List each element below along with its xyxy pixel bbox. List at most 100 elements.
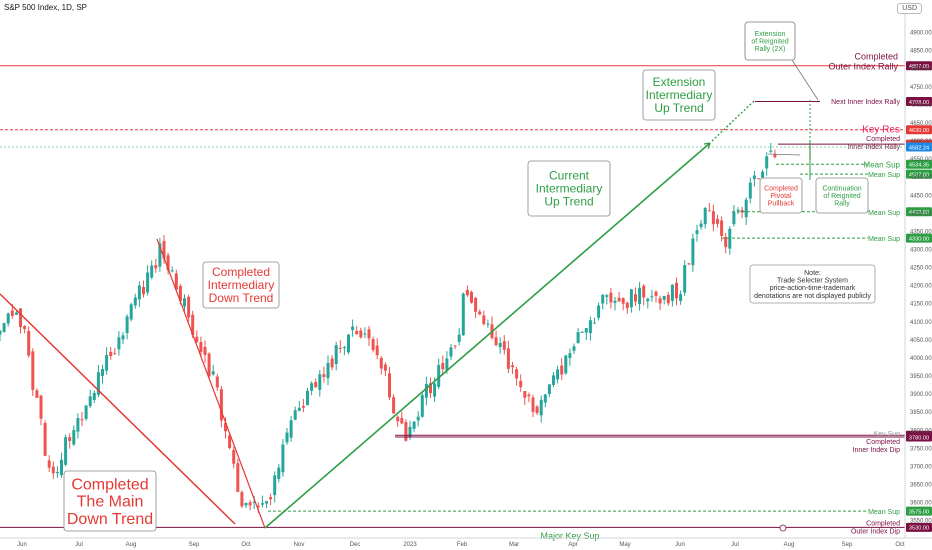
candle-body xyxy=(248,502,252,506)
y-tick-label: 4250.00 xyxy=(910,266,932,272)
annotation-text: Note: xyxy=(804,270,821,277)
candle-body xyxy=(539,399,543,416)
candle xyxy=(96,364,100,398)
candle-body xyxy=(219,389,223,421)
candle-body xyxy=(334,345,338,365)
candle xyxy=(121,331,125,344)
candle-body xyxy=(6,313,10,324)
candle xyxy=(64,434,68,467)
candle-body xyxy=(609,292,613,303)
level-label: Key Sup xyxy=(874,431,901,438)
candle xyxy=(187,294,191,322)
price-tag xyxy=(906,169,932,179)
candle xyxy=(658,295,662,311)
candle-body xyxy=(445,358,449,371)
candle-body xyxy=(121,335,125,340)
candle-body xyxy=(154,265,158,269)
candle-body xyxy=(761,171,765,178)
chart-title: S&P 500 Index, 1D, SP xyxy=(4,3,88,12)
annotation-text: denotations are not displayed publicly xyxy=(754,293,871,300)
candle-body xyxy=(580,331,584,333)
candle-body xyxy=(691,238,695,266)
current-uptrend-line xyxy=(264,142,711,529)
candle xyxy=(621,297,625,311)
candle-body xyxy=(482,315,486,325)
x-tick-label: Sep xyxy=(189,542,200,548)
annotation-text: Completed xyxy=(212,265,270,279)
candle-body xyxy=(256,505,260,507)
annotation-frame xyxy=(642,69,716,121)
annotation-frame xyxy=(815,177,869,214)
candle xyxy=(117,331,121,356)
price-tag xyxy=(906,96,932,106)
candle-body xyxy=(318,374,322,390)
candle xyxy=(14,310,18,316)
level-label: Next Inner Index Rally xyxy=(831,99,900,106)
candle xyxy=(158,237,162,272)
candle xyxy=(76,413,80,439)
y-tick-label: 4200.00 xyxy=(910,284,932,290)
candle xyxy=(498,337,502,354)
candle xyxy=(400,411,404,425)
y-tick-label: 4000.00 xyxy=(910,356,932,362)
candle xyxy=(576,328,580,344)
currency-button[interactable]: USD xyxy=(897,3,922,14)
y-tick-label: 4900.00 xyxy=(910,31,932,37)
candle xyxy=(572,343,576,354)
annotation-text: Major Key Sup xyxy=(540,531,599,541)
candle-body xyxy=(424,384,428,398)
candle-body xyxy=(769,150,773,152)
candle xyxy=(92,390,96,404)
candle-body xyxy=(703,208,707,225)
candle-body xyxy=(707,210,711,212)
candle-body xyxy=(281,444,285,473)
candle xyxy=(482,310,486,326)
candle xyxy=(109,346,113,360)
candle-body xyxy=(757,178,760,180)
candle-body xyxy=(183,298,186,307)
y-tick-label: 4100.00 xyxy=(910,320,932,326)
price-tag xyxy=(906,142,932,152)
candle xyxy=(2,322,6,333)
y-tick-label: 4800.00 xyxy=(910,67,932,73)
candle xyxy=(711,204,715,232)
candle xyxy=(396,415,400,427)
candle-body xyxy=(2,323,6,333)
candle xyxy=(474,296,478,319)
candle-body xyxy=(396,416,400,422)
y-tick-label: 3950.00 xyxy=(910,374,932,380)
annotation-text: Completed xyxy=(71,476,148,493)
candle xyxy=(6,312,10,327)
y-tick-label: 3850.00 xyxy=(910,410,932,416)
candle-body xyxy=(64,437,68,465)
candle-body xyxy=(289,420,293,438)
candle-body xyxy=(68,437,72,441)
candle-body xyxy=(728,228,732,249)
candle xyxy=(740,206,744,218)
candle xyxy=(424,376,428,406)
candle-body xyxy=(137,285,141,300)
candle xyxy=(166,252,170,275)
y-tick-label: 4350.00 xyxy=(910,229,932,235)
candle xyxy=(51,461,55,480)
candle-body xyxy=(773,153,777,158)
candle xyxy=(679,290,683,305)
candle-body xyxy=(416,416,420,421)
y-tick-label: 3700.00 xyxy=(910,464,932,470)
candle-body xyxy=(10,310,14,316)
extension-uptrend-line xyxy=(711,99,756,142)
candle xyxy=(334,341,338,371)
price-tag-label: 4330.00 xyxy=(909,236,929,242)
candle xyxy=(203,340,207,363)
candle-body xyxy=(457,334,461,342)
candle-body xyxy=(506,348,510,369)
level-label: Mean Sup xyxy=(868,509,900,516)
candle xyxy=(539,395,543,423)
candle-body xyxy=(736,209,740,211)
candle xyxy=(707,202,711,212)
candle-body xyxy=(621,298,625,304)
